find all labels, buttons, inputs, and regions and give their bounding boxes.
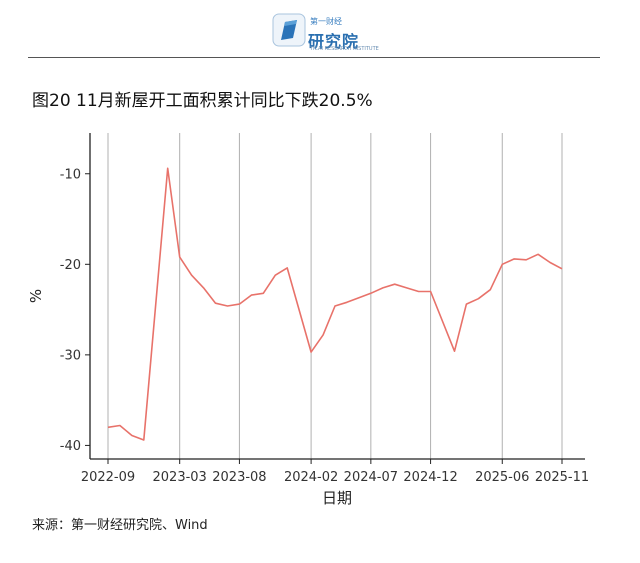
header-divider <box>28 57 600 58</box>
series-layer <box>107 167 563 441</box>
logo-mark-icon <box>272 13 306 47</box>
y-tick-label: -10 <box>60 167 81 182</box>
logo-sub-text: YICAI RESEARCH INSTITUTE <box>310 46 379 52</box>
x-tick-label: 2024-12 <box>403 470 457 485</box>
x-axis-label: 日期 <box>322 489 352 507</box>
grid-layer <box>107 133 563 459</box>
y-tick-label: -20 <box>60 258 81 273</box>
source-note: 来源：第一财经研究院、Wind <box>32 518 208 533</box>
y-axis-label: % <box>27 289 45 303</box>
series-line <box>107 167 563 441</box>
logo-top-text: 第一财经 <box>310 17 342 26</box>
x-tick-label: 2024-07 <box>344 470 398 485</box>
y-tick-label: -40 <box>60 439 81 454</box>
x-tick-label: 2022-09 <box>81 470 135 485</box>
x-tick-label: 2025-06 <box>475 470 529 485</box>
x-tick-label: 2024-02 <box>284 470 338 485</box>
axis-layer: 2022-09 2023-03 2023-08 2024-02 2024-07 2024-… <box>60 133 589 485</box>
logo-main-text: 研究院 <box>308 32 360 51</box>
y-tick-label: -30 <box>60 348 81 363</box>
chart-title: 图20 11月新屋开工面积累计同比下跌20.5% <box>32 91 373 111</box>
x-tick-label: 2023-03 <box>153 470 207 485</box>
x-tick-label: 2023-08 <box>212 470 266 485</box>
brand-logo: 第一财经 研究院 YICAI RESEARCH INSTITUTE <box>270 10 380 52</box>
x-tick-label: 2025-11 <box>535 470 589 485</box>
